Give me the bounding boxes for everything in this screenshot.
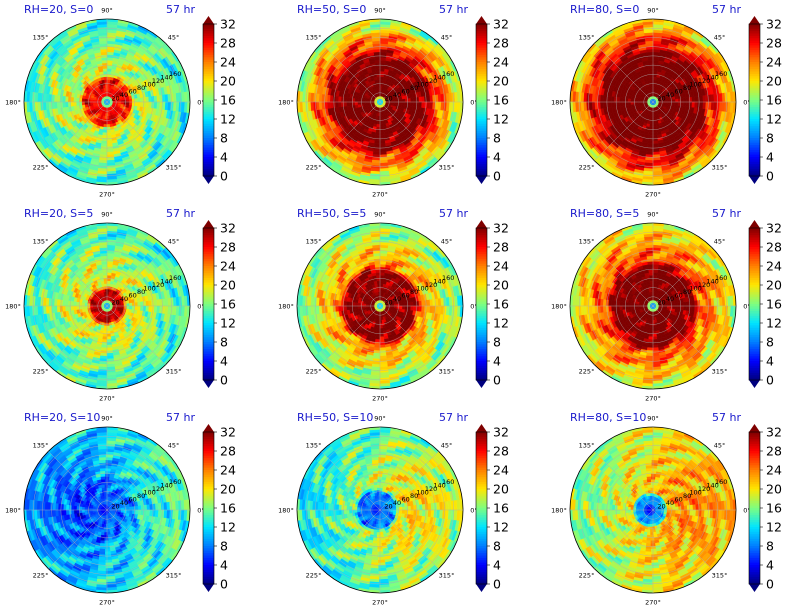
figure: 0°45°90°135°180°225°270°315°204060801001… <box>0 0 785 612</box>
